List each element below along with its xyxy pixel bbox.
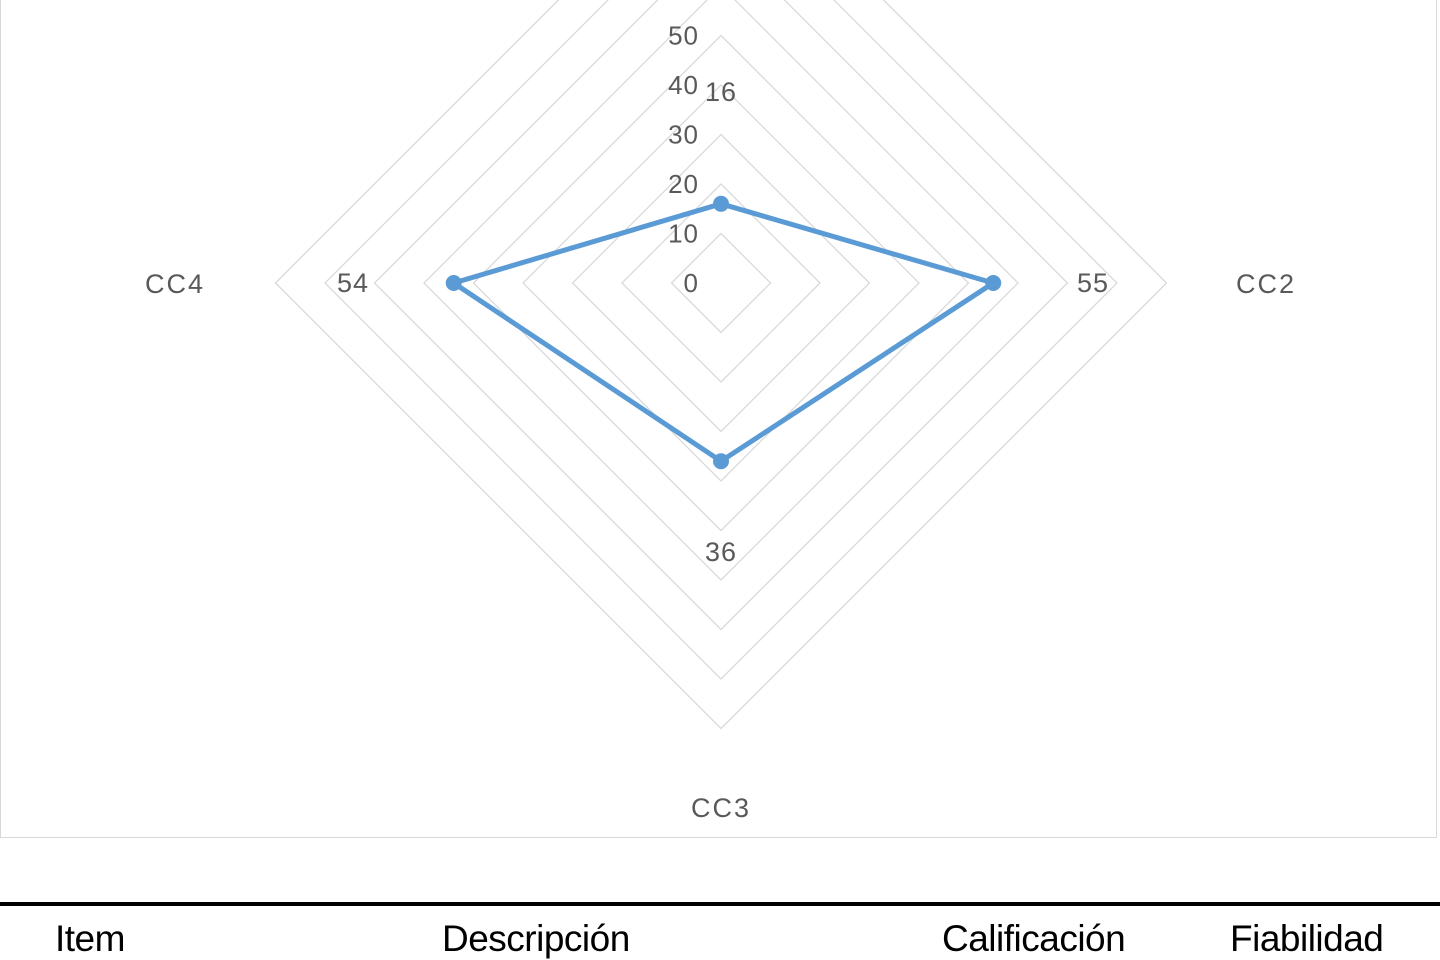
data-label: 55 — [1077, 268, 1109, 298]
category-label: CC3 — [691, 793, 751, 823]
radial-tick-label: 20 — [668, 169, 699, 199]
data-point — [985, 275, 1002, 291]
radial-tick-label: 0 — [684, 268, 699, 298]
data-label: 16 — [705, 77, 737, 107]
chart-area: 0 10 20 30 40 50 16 55 36 54 CC2 CC3 CC4 — [0, 0, 1437, 838]
grid-ring — [373, 0, 1069, 631]
radial-tick-label: 50 — [668, 21, 699, 51]
radial-tick-label: 30 — [668, 120, 699, 150]
grid-ring — [571, 133, 871, 433]
data-point — [713, 453, 729, 470]
grid-ring — [670, 232, 772, 334]
grid-ring — [472, 34, 970, 532]
grid-ring — [274, 0, 1168, 730]
category-label: CC2 — [1236, 269, 1296, 299]
header-item: Item — [55, 918, 125, 959]
header-descripcion: Descripción — [442, 918, 630, 959]
grid-ring — [621, 183, 821, 383]
grid-ring — [522, 84, 920, 482]
data-label: 36 — [705, 537, 737, 567]
category-label: CC4 — [145, 269, 205, 299]
data-label: 54 — [337, 268, 369, 298]
grid-ring — [324, 0, 1118, 680]
data-point — [445, 275, 462, 291]
header-calificacion: Calificación — [942, 918, 1126, 959]
grid-ring — [423, 0, 1019, 581]
header-fiabilidad: Fiabilidad — [1230, 918, 1384, 959]
radial-tick-label: 10 — [668, 219, 699, 249]
data-point — [713, 195, 729, 212]
series-line — [451, 201, 996, 464]
radial-tick-label: 40 — [668, 70, 699, 100]
table-top-rule — [0, 902, 1440, 906]
